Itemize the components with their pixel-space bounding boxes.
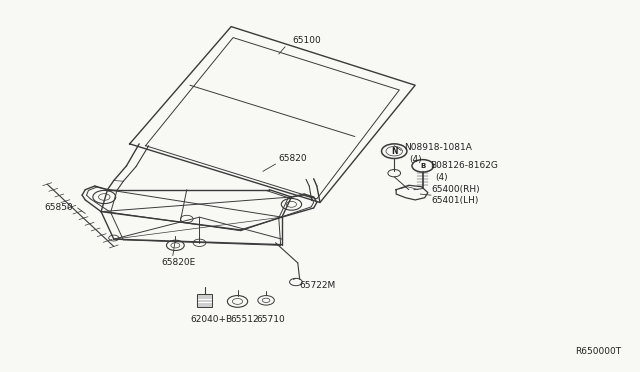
Text: 65100: 65100	[292, 36, 321, 45]
Text: 65710: 65710	[257, 315, 285, 324]
Text: 65512: 65512	[230, 315, 259, 324]
Text: 65820E: 65820E	[161, 259, 196, 267]
Text: 65820: 65820	[279, 154, 307, 163]
Text: N08918-1081A: N08918-1081A	[404, 143, 472, 152]
Text: (4): (4)	[435, 173, 448, 182]
Text: B08126-8162G: B08126-8162G	[429, 161, 498, 170]
Text: B: B	[420, 163, 426, 169]
Text: 65400(RH): 65400(RH)	[431, 185, 479, 194]
Text: N: N	[391, 147, 397, 156]
Text: R650000T: R650000T	[575, 347, 621, 356]
Text: 62040+B: 62040+B	[190, 315, 232, 324]
Text: 65722M: 65722M	[300, 281, 336, 290]
FancyBboxPatch shape	[197, 294, 212, 307]
Text: (4): (4)	[409, 155, 422, 164]
Text: 65850: 65850	[44, 203, 73, 212]
Text: 65401(LH): 65401(LH)	[431, 196, 479, 205]
